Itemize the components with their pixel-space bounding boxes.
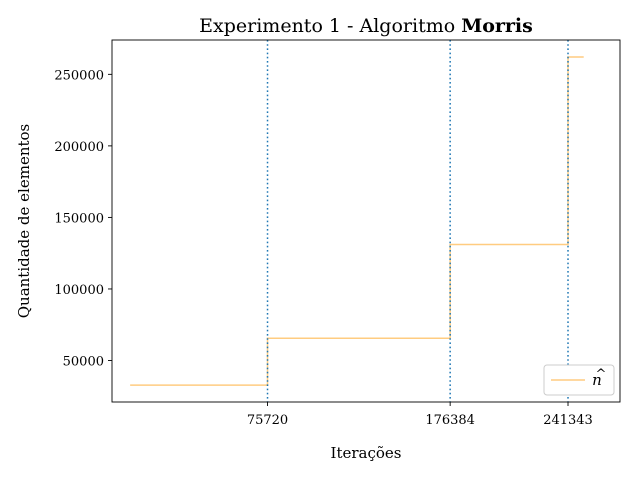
- y-tick-label-3: 200000: [54, 140, 104, 155]
- plot-area: [130, 40, 584, 402]
- legend-label-accent: ^: [596, 367, 607, 382]
- y-tick-label-2: 150000: [54, 211, 104, 226]
- x-tick-label-0: 75720: [247, 413, 288, 428]
- plot-frame: [111, 39, 621, 403]
- legend: n ^: [543, 364, 615, 396]
- x-tick-label-2: 241343: [543, 413, 593, 428]
- y-tick-label-1: 100000: [54, 283, 104, 298]
- y-tick-label-4: 250000: [54, 68, 104, 83]
- chart-title-text: Experimento 1 - Algoritmo: [199, 15, 461, 37]
- legend-label: n: [592, 371, 602, 389]
- y-tick-label-0: 50000: [63, 355, 104, 370]
- chart-title-bold: Morris: [461, 15, 533, 37]
- x-axis-label: Iterações: [331, 444, 402, 462]
- x-tick-label-1: 176384: [425, 413, 475, 428]
- chart-title: Experimento 1 - Algoritmo Morris: [199, 15, 533, 37]
- y-axis: 50000 100000 150000 200000 250000: [54, 68, 112, 370]
- x-axis: 75720 176384 241343: [247, 402, 593, 428]
- y-axis-label: Quantidade de elementos: [15, 124, 33, 319]
